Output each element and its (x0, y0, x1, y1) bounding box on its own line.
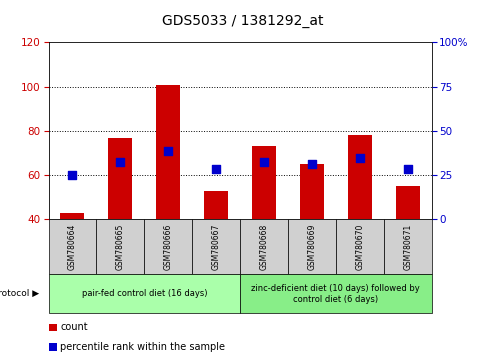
Point (403, 166, 411, 171)
Point (68, 172, 76, 178)
Bar (347, 135, 371, 219)
Point (116, 159, 124, 165)
Bar (204, 191, 227, 219)
Text: GSM780667: GSM780667 (211, 224, 220, 270)
Point (259, 159, 267, 165)
Bar (252, 147, 275, 219)
Text: growth protocol ▶: growth protocol ▶ (0, 289, 39, 298)
Bar (299, 164, 323, 219)
Text: GDS5033 / 1381292_at: GDS5033 / 1381292_at (162, 14, 322, 28)
Point (355, 155, 363, 160)
Text: pair-fed control diet (16 days): pair-fed control diet (16 days) (81, 289, 207, 298)
Text: count: count (60, 322, 88, 332)
Text: GSM780669: GSM780669 (307, 224, 316, 270)
Point (164, 148, 172, 154)
Bar (395, 186, 419, 219)
Bar (156, 85, 180, 219)
Text: GSM780671: GSM780671 (402, 224, 411, 270)
Text: GSM780665: GSM780665 (116, 224, 124, 270)
Text: percentile rank within the sample: percentile rank within the sample (60, 342, 225, 352)
Bar (60, 213, 84, 219)
Point (307, 161, 315, 167)
Text: GSM780666: GSM780666 (164, 224, 172, 270)
Text: zinc-deficient diet (10 days) followed by
control diet (6 days): zinc-deficient diet (10 days) followed b… (251, 284, 419, 303)
Text: GSM780670: GSM780670 (355, 224, 363, 270)
Text: GSM780664: GSM780664 (68, 224, 77, 270)
Text: GSM780668: GSM780668 (259, 224, 268, 270)
Point (212, 166, 220, 171)
Bar (108, 138, 132, 219)
